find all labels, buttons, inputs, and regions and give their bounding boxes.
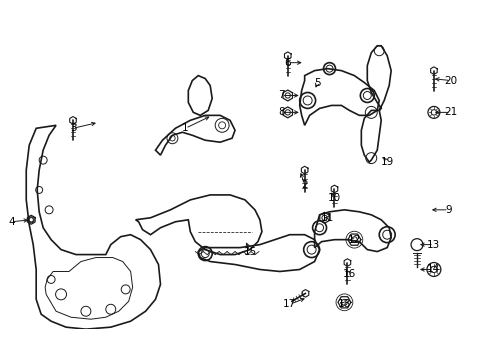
Text: 2: 2 xyxy=(301,180,308,190)
Text: 12: 12 xyxy=(348,235,361,245)
Text: 6: 6 xyxy=(284,58,291,68)
Text: 11: 11 xyxy=(321,213,334,223)
Text: 20: 20 xyxy=(444,76,457,86)
Text: 4: 4 xyxy=(8,217,15,227)
Text: 19: 19 xyxy=(381,157,394,167)
Text: 16: 16 xyxy=(343,270,356,279)
Text: 9: 9 xyxy=(445,205,452,215)
Text: 21: 21 xyxy=(444,107,458,117)
Text: 1: 1 xyxy=(182,123,189,133)
Text: 13: 13 xyxy=(427,240,441,249)
Text: 7: 7 xyxy=(278,90,285,100)
Text: 15: 15 xyxy=(244,247,257,257)
Text: 14: 14 xyxy=(427,265,441,274)
Text: 8: 8 xyxy=(278,107,285,117)
Text: 3: 3 xyxy=(70,123,76,133)
Text: 17: 17 xyxy=(283,299,296,309)
Text: 18: 18 xyxy=(338,299,351,309)
Text: 10: 10 xyxy=(328,193,341,203)
Text: 5: 5 xyxy=(314,77,321,87)
